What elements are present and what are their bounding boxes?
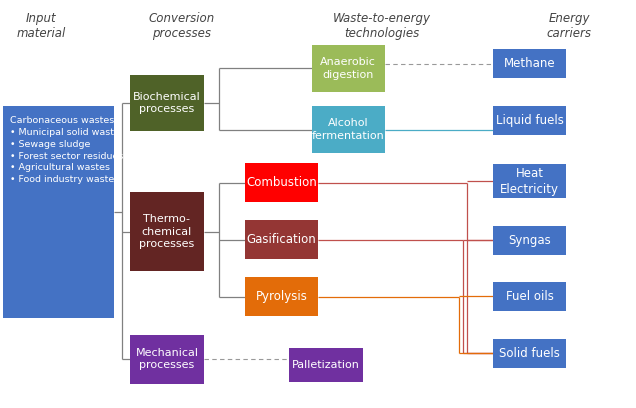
- FancyBboxPatch shape: [493, 164, 566, 198]
- Text: Solid fuels: Solid fuels: [499, 347, 560, 360]
- FancyBboxPatch shape: [493, 282, 566, 311]
- Text: Syngas: Syngas: [508, 234, 551, 247]
- Text: Gasification: Gasification: [247, 233, 316, 246]
- Text: Mechanical
processes: Mechanical processes: [135, 348, 198, 370]
- FancyBboxPatch shape: [493, 106, 566, 135]
- Text: Liquid fuels: Liquid fuels: [495, 114, 563, 127]
- Text: Conversion
processes: Conversion processes: [148, 12, 214, 40]
- FancyBboxPatch shape: [245, 277, 318, 316]
- FancyBboxPatch shape: [289, 348, 363, 382]
- FancyBboxPatch shape: [245, 220, 318, 259]
- FancyBboxPatch shape: [245, 163, 318, 202]
- FancyBboxPatch shape: [130, 75, 204, 131]
- Text: Carbonaceous wastes
• Municipal solid waste
• Sewage sludge
• Forest sector resi: Carbonaceous wastes • Municipal solid wa…: [10, 116, 123, 184]
- FancyBboxPatch shape: [130, 335, 204, 384]
- Text: Fuel oils: Fuel oils: [506, 290, 553, 303]
- Text: Waste-to-energy
technologies: Waste-to-energy technologies: [333, 12, 431, 40]
- Text: Palletization: Palletization: [292, 360, 360, 370]
- FancyBboxPatch shape: [130, 192, 204, 271]
- Text: Pyrolysis: Pyrolysis: [256, 290, 307, 303]
- Text: Anaerobic
digestion: Anaerobic digestion: [321, 57, 376, 80]
- FancyBboxPatch shape: [312, 45, 385, 92]
- Text: Methane: Methane: [504, 57, 555, 70]
- Text: Alcohol
fermentation: Alcohol fermentation: [312, 118, 385, 141]
- Text: Input
material: Input material: [17, 12, 66, 40]
- Text: Combustion: Combustion: [246, 176, 317, 189]
- Text: Heat
Electricity: Heat Electricity: [500, 166, 559, 196]
- Text: Energy
carriers: Energy carriers: [547, 12, 591, 40]
- FancyBboxPatch shape: [493, 49, 566, 78]
- FancyBboxPatch shape: [493, 226, 566, 255]
- FancyBboxPatch shape: [312, 106, 385, 153]
- Text: Thermo-
chemical
processes: Thermo- chemical processes: [139, 214, 195, 249]
- Text: Biochemical
processes: Biochemical processes: [133, 92, 201, 114]
- FancyBboxPatch shape: [3, 106, 114, 318]
- FancyBboxPatch shape: [493, 339, 566, 368]
